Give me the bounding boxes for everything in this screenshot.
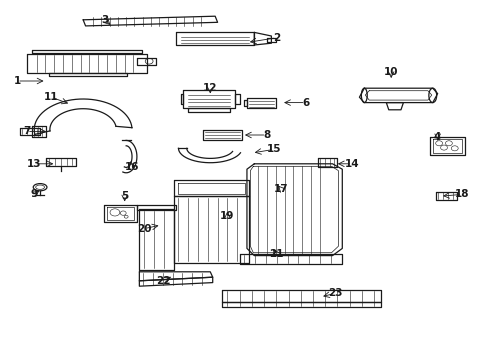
Text: 6: 6 xyxy=(302,98,308,108)
Text: 19: 19 xyxy=(220,211,234,221)
Text: 10: 10 xyxy=(383,67,398,77)
Text: 13: 13 xyxy=(27,159,41,169)
Text: 12: 12 xyxy=(203,83,217,93)
Text: 23: 23 xyxy=(327,288,342,298)
Text: 1: 1 xyxy=(14,76,20,86)
Text: 11: 11 xyxy=(44,92,59,102)
Text: 18: 18 xyxy=(454,189,468,199)
Text: 22: 22 xyxy=(156,276,171,286)
Text: 3: 3 xyxy=(102,15,108,25)
Text: 21: 21 xyxy=(268,249,283,259)
Text: 8: 8 xyxy=(263,130,269,140)
Text: 20: 20 xyxy=(137,224,151,234)
Text: 17: 17 xyxy=(273,184,288,194)
Text: 14: 14 xyxy=(344,159,359,169)
Text: 5: 5 xyxy=(121,191,128,201)
Text: 16: 16 xyxy=(124,162,139,172)
Text: 9: 9 xyxy=(31,189,38,199)
Text: 2: 2 xyxy=(272,33,279,43)
Text: 15: 15 xyxy=(266,144,281,154)
Text: 7: 7 xyxy=(23,126,31,136)
Text: 4: 4 xyxy=(433,132,441,142)
